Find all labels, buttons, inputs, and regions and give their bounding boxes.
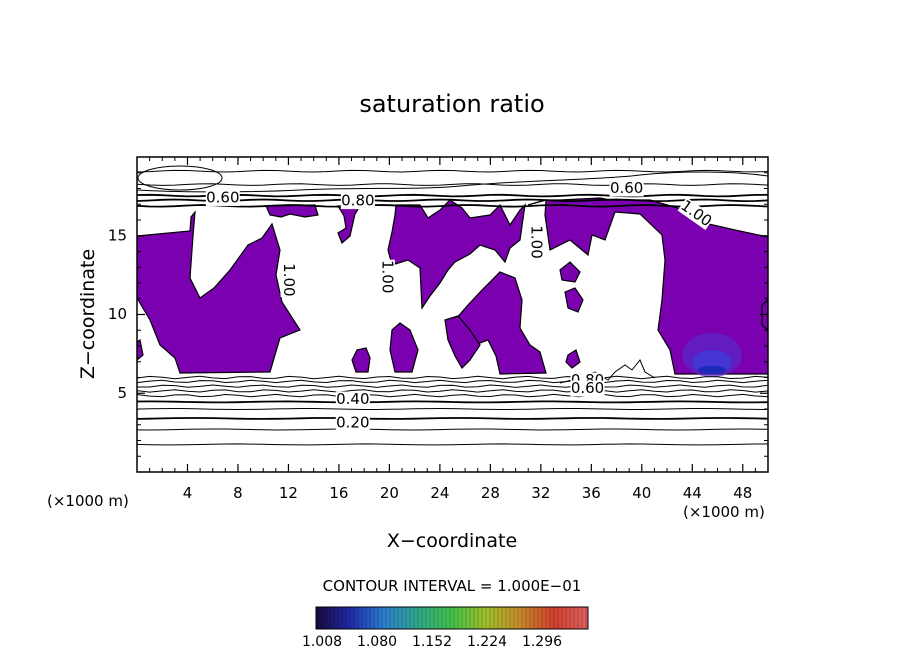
plot-area [137, 165, 768, 446]
contour-label-background [280, 262, 297, 297]
y-axis-ticks: 5 10 15 [108, 172, 768, 457]
x-unit-label: (×1000 m) [683, 503, 765, 521]
y-tick-label: 5 [117, 384, 127, 402]
chart-title: saturation ratio [359, 90, 544, 118]
x-tick-label: 32 [531, 484, 550, 502]
supersaturation-region [387, 199, 526, 310]
contour-label: 0.40 [336, 390, 369, 408]
contour-label: 0.60 [206, 188, 239, 206]
contour-label-background [677, 197, 715, 231]
contour-loop [137, 165, 223, 191]
supersaturation-region [444, 315, 481, 369]
contour-line [137, 384, 768, 388]
contour-label-background [527, 225, 544, 260]
contour-line [137, 193, 768, 198]
contour-line [137, 375, 768, 380]
contour-line [137, 389, 768, 393]
contour-interval-label: CONTOUR INTERVAL = 1.000E−01 [323, 577, 582, 595]
x-tick-label: 36 [582, 484, 601, 502]
y-tick-label: 15 [108, 226, 127, 244]
contour-line [137, 443, 768, 446]
contour-label: 1.00 [527, 225, 545, 258]
colorbar-tick-label: 1.224 [467, 634, 507, 650]
contour-label-background [570, 380, 605, 397]
contour-line [137, 417, 768, 420]
x-tick-label: 8 [233, 484, 243, 502]
x-tick-label: 44 [683, 484, 702, 502]
supersaturation-core-inner [698, 366, 726, 374]
x-axis-ticks: 4 8 12 16 20 24 28 32 36 40 44 48 [149, 157, 756, 502]
supersaturation-region [137, 210, 301, 374]
contour-label-background [378, 259, 395, 294]
x-tick-label: 12 [279, 484, 298, 502]
contour-line [137, 198, 768, 203]
contour-label-background [335, 391, 370, 408]
supersaturation-region [351, 347, 371, 373]
colorbar-stripes [317, 608, 587, 628]
contour-line [137, 393, 768, 398]
contour-label: 1.00 [378, 260, 396, 293]
contour-line [137, 183, 768, 186]
x-tick-label: 24 [430, 484, 449, 502]
supersaturation-regions [137, 197, 768, 375]
y-axis-label: Z−coordinate [77, 249, 99, 379]
contour-line [137, 379, 768, 384]
x-tick-label: 20 [380, 484, 399, 502]
contour-label: 0.60 [610, 179, 643, 197]
contour-line [137, 204, 768, 208]
contour-loop [137, 171, 768, 193]
supersaturation-region [565, 349, 581, 369]
contour-labels: 0.60 0.800.601.001.001.001.000.800.600.40… [205, 179, 715, 432]
contour-label: 1.00 [280, 263, 298, 296]
colorbar-gradient [315, 606, 589, 630]
supersaturation-region [564, 287, 584, 313]
supersaturation-region [265, 204, 319, 218]
contour-label-background [205, 189, 240, 206]
colorbar-tick-label: 1.008 [302, 634, 342, 650]
colorbar-labels: 1.008 1.080 1.152 1.224 1.296 [302, 634, 562, 650]
x-tick-label: 16 [329, 484, 348, 502]
supersaturation-core [682, 333, 742, 377]
contour-label: 0.20 [336, 414, 369, 432]
colorbar-tick-label: 1.296 [522, 634, 562, 650]
contour-label: 0.80 [341, 192, 374, 210]
colorbar: 1.008 1.080 1.152 1.224 1.296 [302, 606, 589, 650]
z-unit-label: (×1000 m) [47, 492, 129, 510]
contour-line [137, 407, 768, 411]
x-tick-label: 40 [632, 484, 651, 502]
contour-label-background [609, 180, 644, 197]
contour-lines [137, 169, 768, 446]
colorbar-tick-label: 1.080 [357, 634, 397, 650]
colorbar-tick-label: 1.152 [412, 634, 452, 650]
contour-label-background [335, 415, 370, 432]
supersaturation-region [336, 205, 362, 245]
contour-label: 0.60 [571, 379, 604, 397]
contour-line [137, 428, 768, 431]
supersaturation-region [137, 339, 144, 361]
x-tick-label: 48 [733, 484, 752, 502]
contour-label-background [340, 193, 375, 210]
x-tick-label: 28 [481, 484, 500, 502]
contour-line [137, 400, 768, 404]
supersaturation-region [389, 322, 419, 373]
x-tick-label: 4 [183, 484, 193, 502]
x-axis-label: X−coordinate [387, 530, 517, 552]
contour-line [137, 169, 768, 173]
y-tick-label: 10 [108, 305, 127, 323]
